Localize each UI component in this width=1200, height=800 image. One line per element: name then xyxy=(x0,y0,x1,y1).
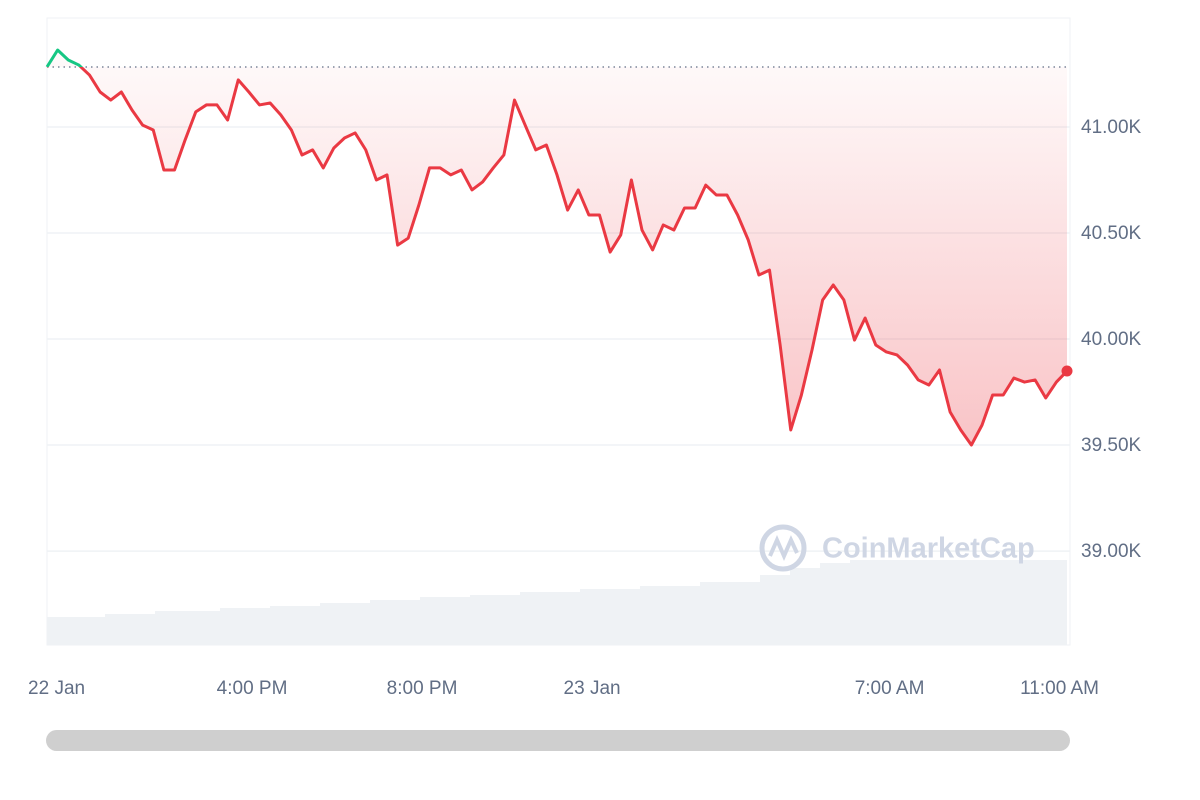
y-tick-label: 40.50K xyxy=(1081,223,1142,244)
last-price-dot xyxy=(1061,365,1073,377)
plot xyxy=(45,48,1073,447)
y-tick-label: 39.00K xyxy=(1081,541,1142,562)
y-tick-label: 40.00K xyxy=(1081,329,1142,350)
price-line xyxy=(45,48,1069,447)
watermark-text: CoinMarketCap xyxy=(822,533,1035,565)
x-tick-label: 22 Jan xyxy=(28,678,85,699)
volume-area xyxy=(47,560,1067,645)
y-tick-label: 41.00K xyxy=(1081,117,1142,138)
y-tick-label: 39.50K xyxy=(1081,435,1142,456)
watermark: CoinMarketCap xyxy=(759,524,1035,572)
x-tick-label: 8:00 PM xyxy=(387,678,458,699)
x-tick-label: 7:00 AM xyxy=(855,678,925,699)
x-tick-label: 4:00 PM xyxy=(217,678,288,699)
scrollbar[interactable] xyxy=(46,730,1070,751)
x-tick-label: 11:00 AM xyxy=(1020,678,1099,699)
watermark-logo xyxy=(759,524,807,572)
watermark-logo-mark xyxy=(768,535,799,561)
x-tick-label: 23 Jan xyxy=(564,678,621,699)
